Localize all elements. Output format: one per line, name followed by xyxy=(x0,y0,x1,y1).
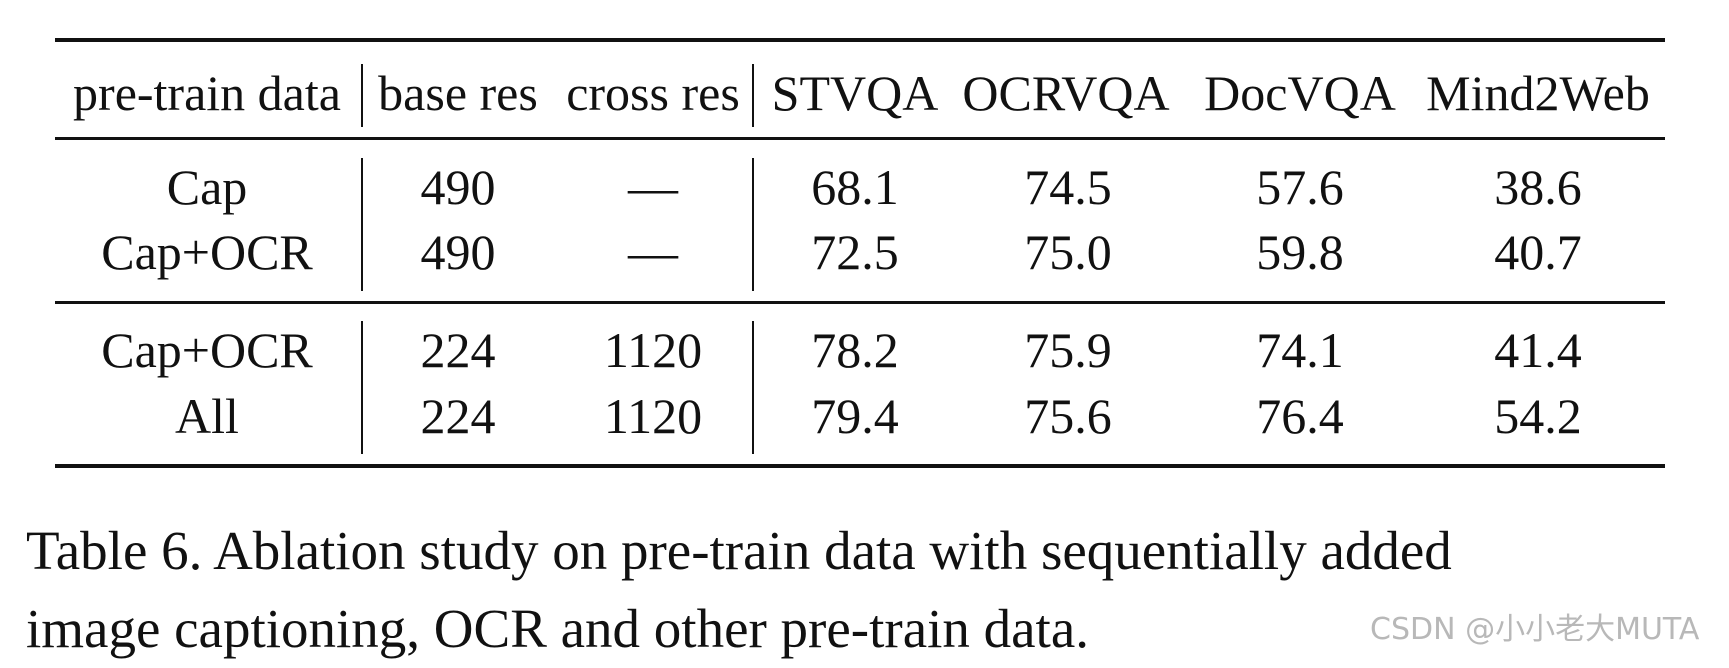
header-pretrain-data: pre-train data xyxy=(73,65,341,121)
cell-cross-res: — xyxy=(628,159,678,215)
table-top-rule xyxy=(55,38,1665,42)
cell-mind2web: 38.6 xyxy=(1494,159,1582,215)
cell-docvqa: 57.6 xyxy=(1256,159,1344,215)
cell-docvqa: 74.1 xyxy=(1256,322,1344,378)
cell-cross-res: 1120 xyxy=(603,388,703,444)
cell-ocrvqa: 75.6 xyxy=(1024,388,1112,444)
body-divider-4 xyxy=(752,321,754,454)
cell-ocrvqa: 75.9 xyxy=(1024,322,1112,378)
caption-line-1: Table 6. Ablation study on pre-train dat… xyxy=(26,520,1452,581)
body-divider-3 xyxy=(361,321,363,454)
header-docvqa: DocVQA xyxy=(1204,65,1396,121)
body-divider-1 xyxy=(361,158,363,291)
cell-stvqa: 72.5 xyxy=(811,224,899,280)
header-divider-2 xyxy=(752,64,754,127)
cell-pretrain-data: Cap+OCR xyxy=(101,322,313,378)
header-divider-1 xyxy=(361,64,363,127)
cell-stvqa: 79.4 xyxy=(811,388,899,444)
header-mind2web: Mind2Web xyxy=(1426,65,1650,121)
cell-base-res: 490 xyxy=(420,159,496,215)
body-divider-2 xyxy=(752,158,754,291)
header-cross-res: cross res xyxy=(566,65,740,121)
group-separator-rule xyxy=(55,301,1665,304)
cell-mind2web: 54.2 xyxy=(1494,388,1582,444)
cell-pretrain-data: All xyxy=(175,388,239,444)
cell-mind2web: 41.4 xyxy=(1494,322,1582,378)
cell-base-res: 224 xyxy=(420,388,496,444)
header-stvqa: STVQA xyxy=(771,65,939,121)
cell-stvqa: 78.2 xyxy=(811,322,899,378)
header-base-res: base res xyxy=(378,65,538,121)
cell-pretrain-data: Cap+OCR xyxy=(101,224,313,280)
caption-line-2: image captioning, OCR and other pre-trai… xyxy=(26,598,1089,659)
cell-ocrvqa: 75.0 xyxy=(1024,224,1112,280)
cell-pretrain-data: Cap xyxy=(166,159,248,215)
table-caption: Table 6. Ablation study on pre-train dat… xyxy=(26,512,1686,668)
cell-docvqa: 76.4 xyxy=(1256,388,1344,444)
cell-docvqa: 59.8 xyxy=(1256,224,1344,280)
table-bottom-rule xyxy=(55,464,1665,468)
cell-ocrvqa: 74.5 xyxy=(1024,159,1112,215)
header-bottom-rule xyxy=(55,137,1665,140)
cell-cross-res: 1120 xyxy=(603,322,703,378)
cell-mind2web: 40.7 xyxy=(1494,224,1582,280)
cell-stvqa: 68.1 xyxy=(811,159,899,215)
cell-base-res: 490 xyxy=(420,224,496,280)
cell-cross-res: — xyxy=(628,224,678,280)
header-ocrvqa: OCRVQA xyxy=(962,65,1170,121)
cell-base-res: 224 xyxy=(420,322,496,378)
watermark: CSDN @小小老大MUTA xyxy=(1370,612,1700,647)
